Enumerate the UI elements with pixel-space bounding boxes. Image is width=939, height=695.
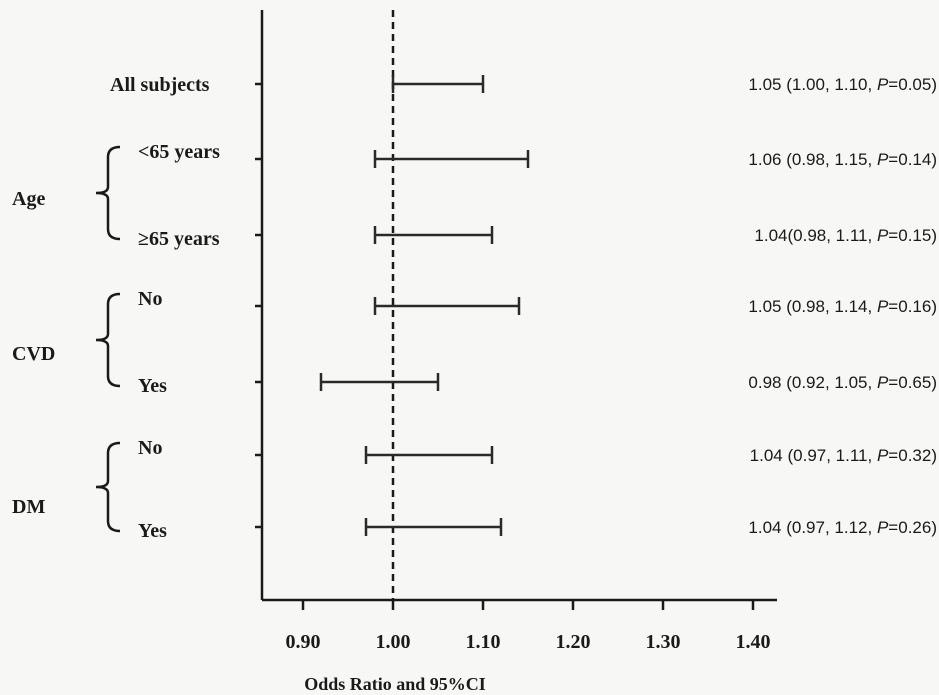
group-bracket	[95, 292, 121, 388]
ci-annotation: 1.05 (1.00, 1.10, P=0.05)	[748, 75, 937, 94]
x-axis-label: Odds Ratio and 95%CI	[304, 674, 486, 694]
ci-group	[319, 75, 530, 536]
group-bracket	[95, 145, 121, 241]
ci-annotation: 1.04 (0.97, 1.12, P=0.26)	[748, 518, 937, 537]
annotation-p-label: P	[877, 446, 889, 465]
ci-row	[364, 518, 503, 536]
annotation-suffix: )	[931, 75, 937, 94]
row-label: Yes	[138, 520, 167, 542]
x-tick-label: 1.30	[646, 631, 681, 653]
row-label: ≥65 years	[138, 228, 220, 250]
annotation-value: 1.05 (0.98, 1.14,	[748, 297, 877, 316]
annotation-p-eq: =	[888, 446, 898, 465]
ci-annotation: 1.04 (0.97, 1.11, P=0.32)	[750, 446, 937, 465]
row-label: <65 years	[138, 141, 220, 163]
annotation-p-label: P	[877, 75, 889, 94]
annotation-p-eq: =	[888, 150, 898, 169]
row-label: No	[138, 437, 162, 459]
annotation-p-label: P	[877, 518, 889, 537]
group-label: CVD	[12, 343, 55, 365]
annotation-value: 1.05 (1.00, 1.10,	[748, 75, 877, 94]
row-label: All subjects	[110, 74, 210, 96]
annotation-p-eq: =	[888, 297, 898, 316]
group-label: Age	[12, 188, 45, 210]
x-tick-label: 0.90	[286, 631, 321, 653]
ci-row	[373, 226, 494, 244]
annotation-suffix: )	[931, 297, 937, 316]
x-tick-label: 1.00	[376, 631, 411, 653]
ci-row	[364, 446, 494, 464]
annotation-suffix: )	[931, 373, 937, 392]
row-label: No	[138, 288, 162, 310]
annotation-p-label: P	[877, 297, 889, 316]
ci-row	[373, 150, 530, 168]
annotation-value: 1.06 (0.98, 1.15,	[748, 150, 877, 169]
group-bracket	[95, 441, 121, 533]
annotation-p-label: P	[877, 150, 889, 169]
annotation-suffix: )	[931, 446, 937, 465]
x-tick-label: 1.40	[736, 631, 771, 653]
ci-row	[373, 297, 521, 315]
annotation-p-label: P	[877, 373, 889, 392]
annotation-p-value: 0.65	[898, 373, 931, 392]
annotation-p-eq: =	[888, 75, 898, 94]
annotation-p-eq: =	[888, 373, 898, 392]
annotation-value: 1.04 (0.97, 1.12,	[748, 518, 877, 537]
annotation-value: 1.04 (0.97, 1.11,	[750, 446, 877, 465]
ci-annotation: 0.98 (0.92, 1.05, P=0.65)	[748, 373, 937, 392]
ci-annotation: 1.04(0.98, 1.11, P=0.15)	[754, 226, 937, 245]
annotation-p-value: 0.16	[898, 297, 931, 316]
annotation-p-eq: =	[888, 518, 898, 537]
x-tick-labels: 0.90 1.00 1.10 1.20 1.30 1.40	[286, 631, 771, 653]
annotation-p-value: 0.15	[898, 226, 931, 245]
row-labels: All subjects <65 years ≥65 years No Yes No Yes	[110, 74, 220, 542]
annotation-p-label: P	[877, 226, 889, 245]
annotation-suffix: )	[931, 150, 937, 169]
annotation-p-value: 0.14	[898, 150, 931, 169]
x-tick-label: 1.10	[466, 631, 501, 653]
annotation-p-eq: =	[888, 226, 898, 245]
axes	[255, 10, 777, 610]
annotation-suffix: )	[931, 518, 937, 537]
annotation-value: 0.98 (0.92, 1.05,	[748, 373, 877, 392]
annotation-p-value: 0.26	[898, 518, 931, 537]
group-labels: Age CVD DM	[12, 145, 121, 533]
annotations: 1.05 (1.00, 1.10, P=0.05)1.06 (0.98, 1.1…	[748, 75, 937, 537]
ci-row	[319, 373, 440, 391]
annotation-suffix: )	[931, 226, 937, 245]
ci-annotation: 1.05 (0.98, 1.14, P=0.16)	[748, 297, 937, 316]
ci-annotation: 1.06 (0.98, 1.15, P=0.14)	[748, 150, 937, 169]
group-label: DM	[12, 496, 45, 518]
ci-row	[391, 75, 485, 93]
annotation-value: 1.04(0.98, 1.11,	[754, 226, 877, 245]
annotation-p-value: 0.32	[898, 446, 931, 465]
row-label: Yes	[138, 375, 167, 397]
annotation-p-value: 0.05	[898, 75, 931, 94]
x-tick-label: 1.20	[556, 631, 591, 653]
